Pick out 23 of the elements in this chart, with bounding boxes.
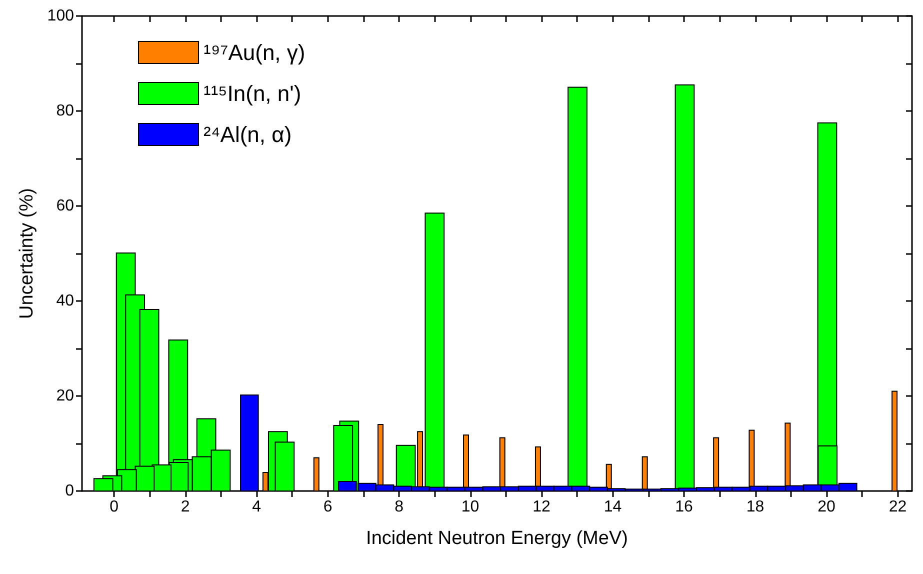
x-tick-label: 16 <box>675 498 694 516</box>
y-tick-label: 60 <box>56 198 74 214</box>
x-tick-label: 18 <box>746 498 764 516</box>
x-tick-label: 6 <box>323 498 332 516</box>
y-axis-title: Uncertainty (%) <box>16 188 38 319</box>
legend-label: ²⁴Al(n, α) <box>204 122 292 147</box>
legend-label: ¹¹⁵In(n, n') <box>204 81 302 106</box>
x-tick-label: 0 <box>110 498 119 516</box>
x-tick-label: 4 <box>252 498 262 516</box>
x-axis-title: Incident Neutron Energy (MeV) <box>366 528 628 549</box>
x-tick-label: 10 <box>461 498 480 516</box>
x-tick-label: 8 <box>394 498 404 516</box>
x-tick-label: 2 <box>180 498 190 516</box>
legend-label: ¹⁹⁷Au(n, γ) <box>204 40 306 65</box>
y-tick-label: 100 <box>47 8 74 24</box>
y-tick-label: 80 <box>56 102 74 120</box>
y-tick-label: 40 <box>56 292 74 310</box>
x-tick-label: 14 <box>604 498 622 516</box>
x-tick-label: 20 <box>818 498 836 516</box>
y-tick-label: 0 <box>65 482 74 500</box>
y-tick-label: 20 <box>56 388 74 404</box>
x-tick-label: 22 <box>888 498 907 516</box>
x-tick-label: 12 <box>532 498 551 516</box>
